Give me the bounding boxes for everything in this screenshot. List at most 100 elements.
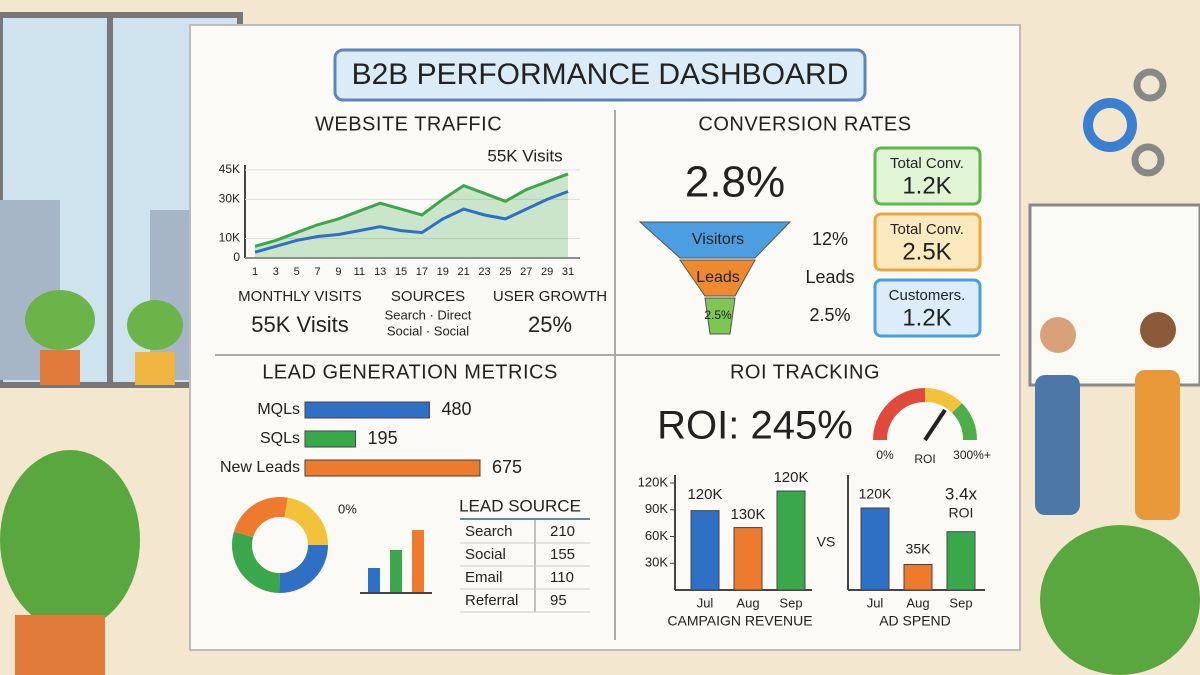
x-tick-label: 31 [562, 266, 574, 278]
table-cell: Referral [465, 592, 518, 609]
bar-value: 675 [492, 457, 522, 477]
bar [304, 401, 430, 419]
section-title: ROI TRACKING [730, 361, 880, 383]
bar-label: New Leads [220, 459, 300, 476]
person [1135, 370, 1180, 520]
y-tick-label: 0 [233, 250, 240, 264]
bar [946, 531, 976, 591]
table-cell: Social [465, 546, 506, 563]
donut-label: 0% [338, 501, 357, 516]
funnel-note: Leads [805, 267, 854, 287]
area [255, 173, 568, 258]
plant [1040, 525, 1200, 675]
section-title: WEBSITE TRAFFIC [315, 113, 502, 135]
x-tick-label: 17 [416, 266, 428, 278]
donut-segment [232, 497, 328, 593]
stat-value: Social · Social [387, 323, 469, 338]
annotation: 120K [687, 486, 722, 503]
section-title: LEAD GENERATION METRICS [262, 361, 558, 383]
table-cell: 210 [550, 523, 575, 540]
stat-label: SOURCES [391, 288, 465, 305]
bar-label: SQLs [260, 430, 300, 447]
y-tick-label: 60K [645, 528, 668, 543]
pot [15, 615, 105, 675]
funnel-stage [679, 259, 756, 297]
bar [903, 563, 933, 591]
person-head [1140, 312, 1176, 348]
x-tick-label: 7 [315, 266, 321, 278]
plant [127, 300, 183, 350]
bar [733, 527, 763, 591]
kpi-value: 1.2K [902, 304, 951, 331]
gauge-label: 0% [876, 448, 894, 462]
gauge-arc [873, 388, 926, 441]
y-tick-label: 45K [219, 162, 240, 176]
table-cell: 95 [550, 592, 567, 609]
pot [40, 350, 80, 385]
x-tick-label: Jul [867, 595, 884, 610]
x-tick-label: 9 [335, 266, 341, 278]
mini-bar [412, 530, 424, 593]
bar-value: 480 [441, 399, 471, 419]
kpi-value: 2.5K [902, 238, 951, 265]
table-cell: 155 [550, 546, 575, 563]
y-tick-label: 90K [645, 501, 668, 516]
gear [1133, 68, 1167, 102]
x-tick-label: 25 [499, 266, 511, 278]
x-tick-label: Sep [779, 595, 802, 610]
bar [860, 507, 890, 591]
y-tick-label: 30K [645, 555, 668, 570]
stat-value: 25% [528, 312, 572, 337]
x-tick-label: 5 [294, 266, 300, 278]
gauge-label: 300%+ [953, 448, 991, 462]
annotation: 55K Visits [487, 146, 562, 165]
table-cell: Email [465, 569, 503, 586]
gauge-label: ROI [914, 452, 935, 466]
annotation: 120K [859, 486, 892, 502]
title-box [333, 48, 867, 102]
bar-value: 195 [368, 428, 398, 448]
funnel-note: 12% [812, 229, 848, 249]
x-tick-label: Sep [949, 595, 972, 610]
table-cell: Search [465, 523, 513, 540]
x-tick-label: 13 [374, 266, 386, 278]
table-cell: 110 [550, 569, 574, 586]
kpi-card [873, 146, 982, 206]
donut-segment [232, 497, 328, 593]
stat-value: Search · Direct [385, 307, 472, 322]
person-head [1040, 317, 1076, 353]
kpi-label: Total Conv. [890, 155, 964, 172]
kpi-label: Customers. [889, 287, 966, 304]
x-axis-label: AD SPEND [879, 613, 951, 629]
funnel-label: 2.5% [704, 308, 732, 322]
kpi-label: Total Conv. [890, 221, 964, 238]
bar-label: MQLs [257, 401, 300, 418]
mini-bar [368, 568, 380, 593]
annotation: 120K [773, 469, 808, 486]
x-tick-label: Aug [906, 595, 929, 610]
bar [304, 430, 357, 448]
x-tick-label: 19 [437, 266, 449, 278]
bar [776, 490, 806, 591]
person [1035, 375, 1080, 515]
annotation: 130K [730, 506, 765, 523]
funnel-stage [704, 297, 736, 335]
stat-value: 55K Visits [251, 312, 348, 337]
roi-headline: ROI: 245% [657, 404, 853, 448]
conversion-rate: 2.8% [685, 158, 785, 207]
kpi-value: 1.2K [902, 172, 951, 199]
line [254, 172, 569, 248]
annotation: 35K [906, 541, 932, 557]
funnel-label: Leads [696, 269, 740, 286]
x-tick-label: 29 [541, 266, 553, 278]
bar [304, 459, 481, 477]
x-axis-label: CAMPAIGN REVENUE [667, 613, 812, 629]
mini-bar [390, 550, 402, 593]
line [254, 190, 569, 254]
x-tick-label: 15 [395, 266, 407, 278]
table-title: LEAD SOURCE [459, 496, 581, 515]
annotation: ROI [949, 505, 974, 521]
plant [0, 450, 140, 630]
donut-segment [232, 497, 328, 593]
